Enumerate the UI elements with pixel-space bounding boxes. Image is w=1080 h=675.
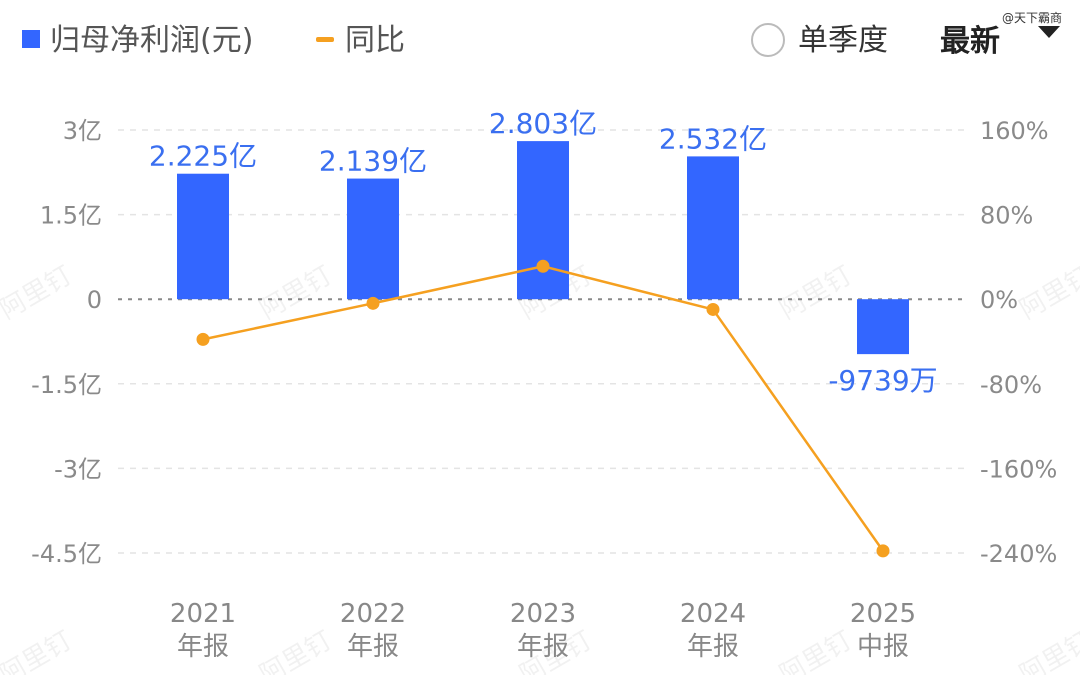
category-year-label: 2021 <box>170 599 236 629</box>
left-tick-label: 0 <box>87 286 102 314</box>
legend-label-profit: 归母净利润(元) <box>50 23 253 58</box>
bar-value-label: 2.803亿 <box>489 107 597 140</box>
watermark-text: 阿里钉 <box>255 261 338 326</box>
left-tick-label: 1.5亿 <box>40 202 102 230</box>
radio-circle-icon[interactable] <box>751 23 785 57</box>
left-tick-label: -4.5亿 <box>31 540 102 568</box>
credit-text: @天下霸商 <box>1002 10 1062 25</box>
yoy-point[interactable] <box>366 296 380 310</box>
left-tick-label: -1.5亿 <box>31 371 102 399</box>
right-axis: 160% 80% 0% -80% -160% -240% <box>980 117 1057 568</box>
right-tick-label: 160% <box>980 117 1049 145</box>
bar[interactable] <box>177 173 229 300</box>
category-period-label: 年报 <box>347 632 399 662</box>
latest-label: 最新 <box>940 24 1000 59</box>
bar[interactable] <box>687 156 739 300</box>
legend: 归母净利润(元) 同比 <box>22 23 405 58</box>
quarter-toggle-label: 单季度 <box>798 23 888 58</box>
left-axis: 3亿 1.5亿 0 -1.5亿 -3亿 -4.5亿 <box>31 117 102 568</box>
watermark-text: 阿里钉 <box>1015 261 1080 326</box>
bar-series <box>177 141 909 355</box>
watermark-text: 阿里钉 <box>255 626 338 675</box>
legend-bar-swatch <box>22 30 40 48</box>
category-year-label: 2025 <box>850 599 916 629</box>
bar-value-label: 2.225亿 <box>149 140 257 173</box>
category-year-label: 2022 <box>340 599 406 629</box>
right-tick-label: -80% <box>980 371 1042 399</box>
bar[interactable] <box>347 178 399 300</box>
bar[interactable] <box>517 141 569 300</box>
right-tick-label: -240% <box>980 540 1057 568</box>
watermark-text: 阿里钉 <box>0 261 77 326</box>
caret-down-icon[interactable] <box>1038 26 1060 38</box>
left-tick-label: -3亿 <box>54 455 102 483</box>
watermark-text: 阿里钉 <box>0 626 77 675</box>
right-tick-label: 0% <box>980 286 1018 314</box>
category-period-label: 年报 <box>687 632 739 662</box>
yoy-point[interactable] <box>876 544 890 558</box>
quarter-toggle[interactable]: 单季度 <box>751 23 888 58</box>
category-year-label: 2024 <box>680 599 746 629</box>
bar-value-label: 2.139亿 <box>319 145 427 178</box>
watermark-text: 阿里钉 <box>1015 626 1080 675</box>
category-year-label: 2023 <box>510 599 576 629</box>
bar[interactable] <box>857 299 909 355</box>
yoy-point[interactable] <box>536 259 550 273</box>
right-tick-label: 80% <box>980 202 1033 230</box>
bar-value-label: -9739万 <box>828 364 937 397</box>
legend-label-yoy: 同比 <box>345 23 405 58</box>
watermark-text: 阿里钉 <box>775 626 858 675</box>
legend-line-swatch <box>316 37 334 42</box>
yoy-point[interactable] <box>196 332 210 346</box>
bar-labels: 2.225亿 2.139亿 2.803亿 2.532亿 -9739万 <box>149 107 938 397</box>
latest-dropdown[interactable]: 最新 <box>940 24 1060 59</box>
watermark-text: 阿里钉 <box>775 261 858 326</box>
category-period-label: 年报 <box>517 632 569 662</box>
bar-value-label: 2.532亿 <box>659 122 767 155</box>
right-tick-label: -160% <box>980 455 1057 483</box>
line-series <box>196 259 890 558</box>
yoy-point[interactable] <box>706 302 720 316</box>
left-tick-label: 3亿 <box>63 117 102 145</box>
category-period-label: 年报 <box>177 632 229 662</box>
category-period-label: 中报 <box>857 632 909 662</box>
